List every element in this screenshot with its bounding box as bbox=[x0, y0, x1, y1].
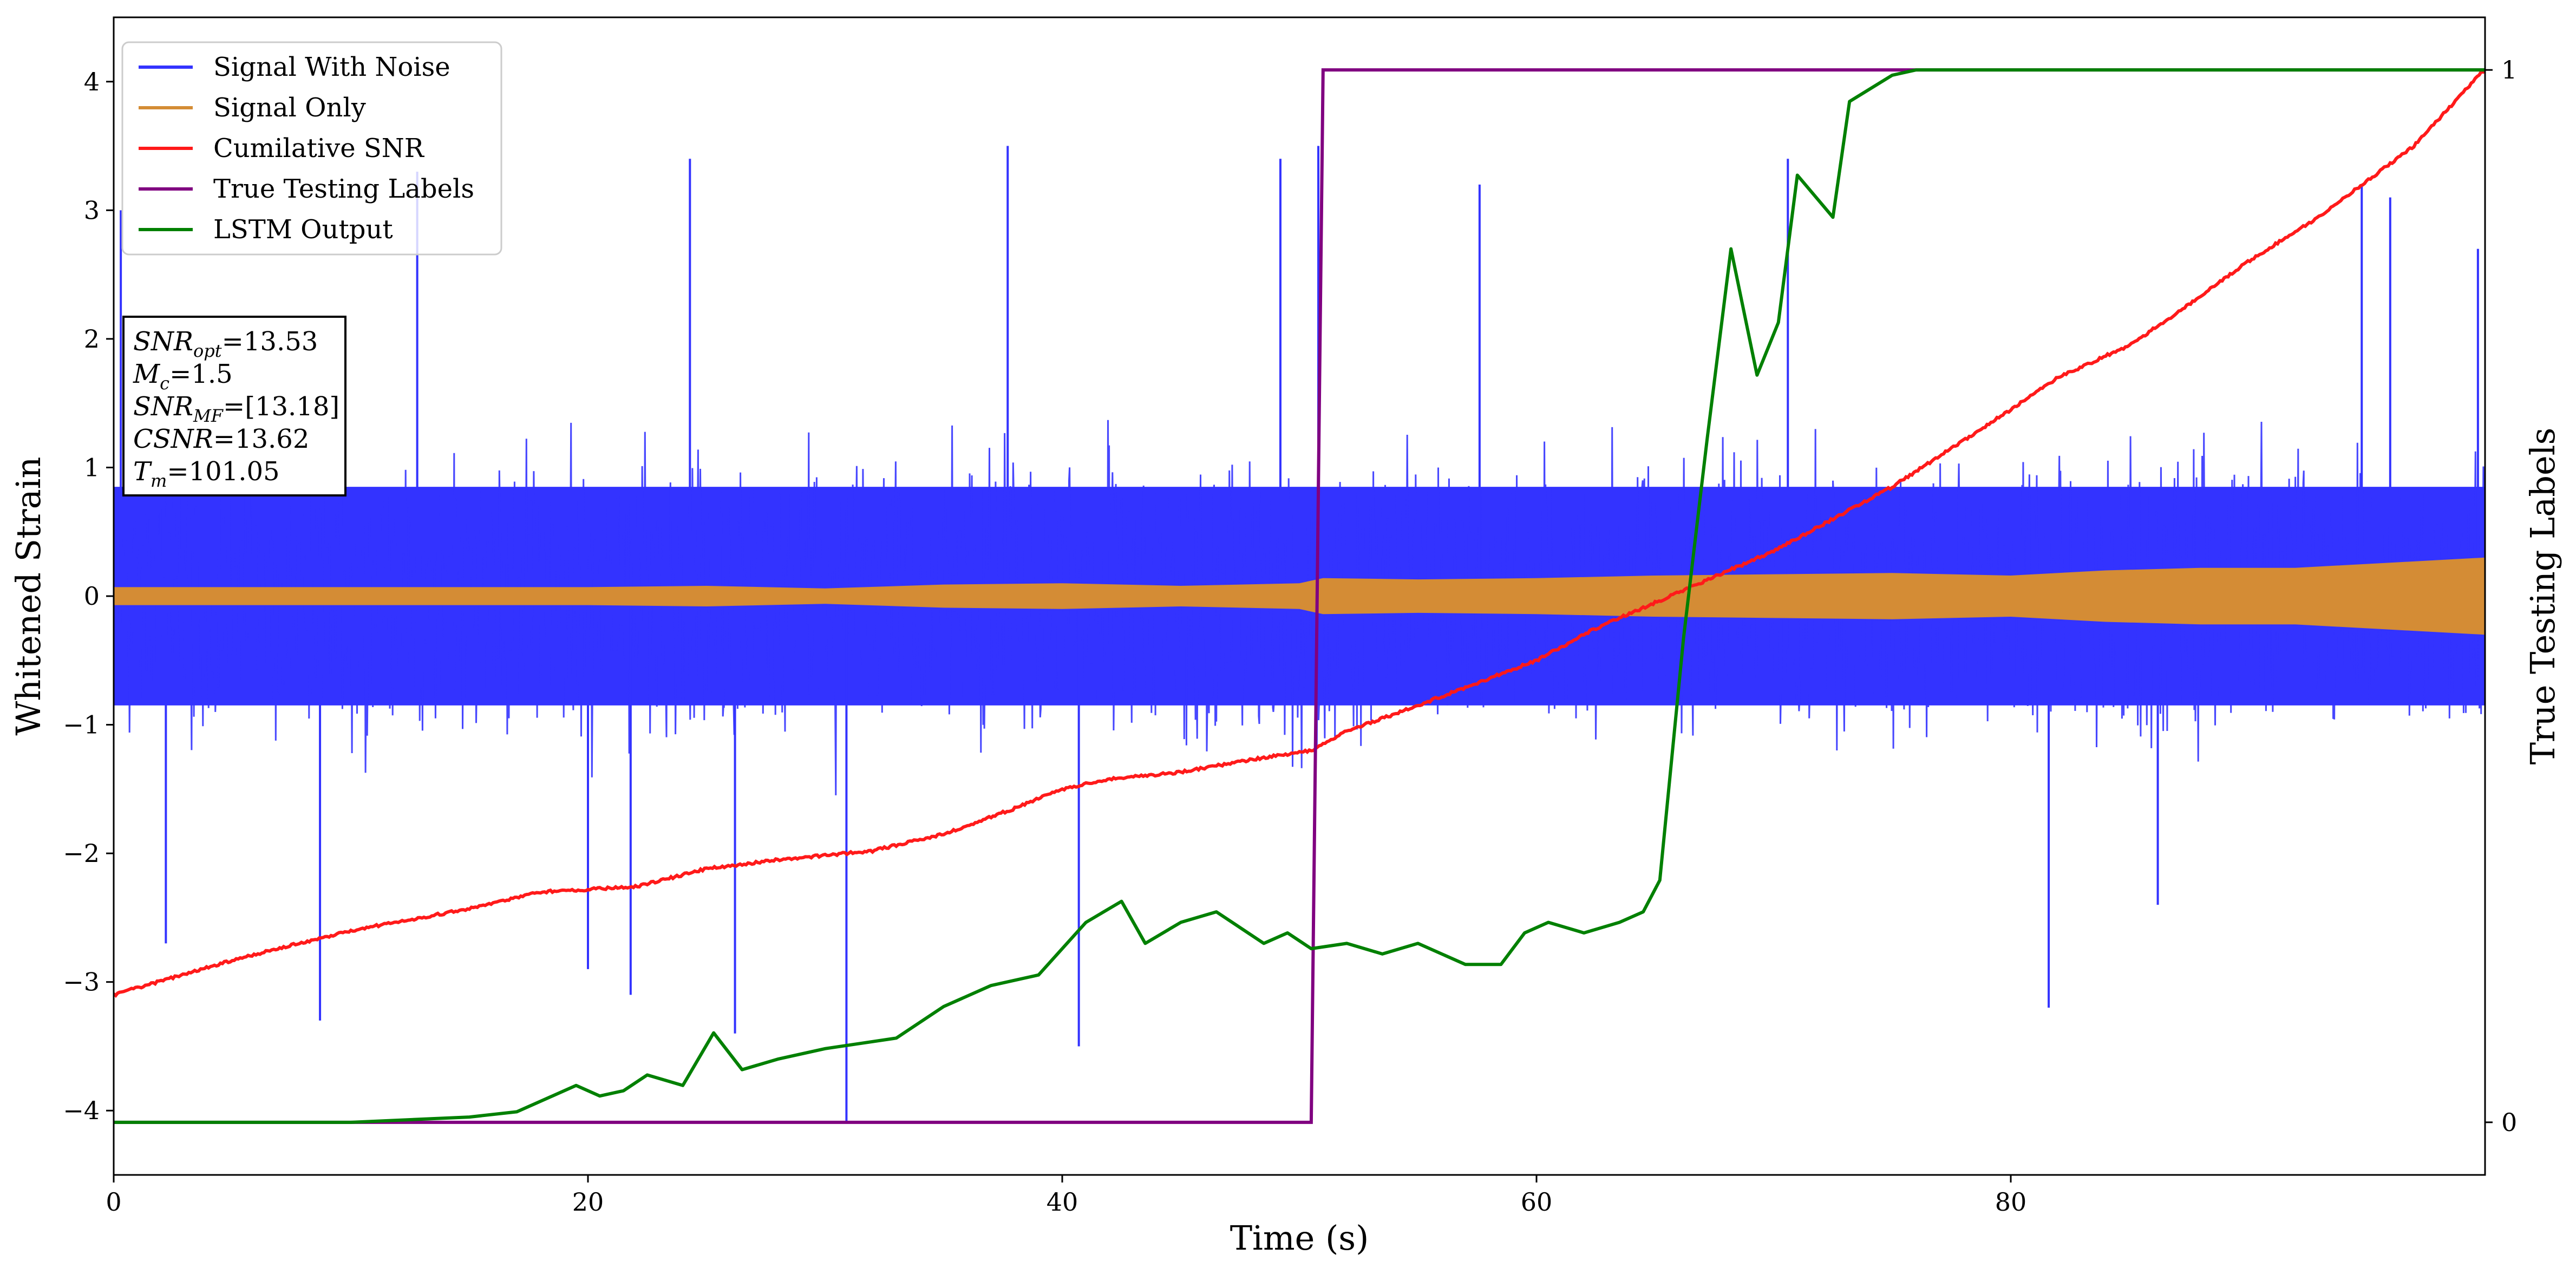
annotation-subscript: MF bbox=[193, 406, 224, 426]
y-tick-label: 3 bbox=[84, 195, 100, 225]
signal-only-series bbox=[114, 557, 2485, 635]
annotation-frame bbox=[122, 316, 346, 496]
y-tick-label: 2 bbox=[84, 324, 100, 354]
annotation-symbol: CSNR bbox=[133, 424, 213, 454]
x-tick-label: 60 bbox=[1521, 1187, 1553, 1217]
cumulative-snr-line bbox=[114, 68, 2485, 998]
annotation-value: =1.5 bbox=[169, 359, 233, 389]
annotation-subscript: opt bbox=[193, 341, 222, 361]
x-tick-label: 20 bbox=[572, 1187, 604, 1217]
annotation-value: =13.53 bbox=[222, 326, 318, 357]
signal-with-noise-series bbox=[114, 146, 2485, 1123]
y2-tick-label: 1 bbox=[2501, 55, 2517, 84]
lstm-output-line bbox=[114, 68, 2485, 1124]
annotation-symbol: M bbox=[133, 359, 161, 389]
y2-axis-label: True Testing Labels bbox=[2523, 428, 2562, 765]
x-tick-label: 80 bbox=[1995, 1187, 2027, 1217]
annotation-symbol: SNR bbox=[133, 391, 193, 422]
legend-label: Cumilative SNR bbox=[213, 133, 425, 164]
annotation-box: SNRopt=13.53Mc=1.5SNRMF=[13.18]CSNR=13.6… bbox=[122, 316, 346, 496]
x-axis-label: Time (s) bbox=[1230, 1218, 1369, 1258]
y-tick-label: 0 bbox=[84, 582, 100, 611]
annotation-line: Mc=1.5 bbox=[133, 359, 233, 394]
y-tick-label: −1 bbox=[63, 710, 100, 740]
y-tick-label: −3 bbox=[63, 968, 100, 997]
legend-label: LSTM Output bbox=[213, 214, 393, 245]
annotation-line: CSNR=13.62 bbox=[133, 424, 309, 454]
y-tick-label: 4 bbox=[84, 67, 100, 96]
x-tick-label: 40 bbox=[1047, 1187, 1078, 1217]
legend-label: Signal With Noise bbox=[213, 52, 450, 82]
legend: Signal With Noise Signal Only Cumilative S… bbox=[121, 41, 502, 256]
annotation-line: Tm=101.05 bbox=[133, 456, 280, 491]
y2-tick-label: 0 bbox=[2501, 1108, 2517, 1137]
legend-label: True Testing Labels bbox=[213, 174, 474, 204]
signal-only-envelope bbox=[114, 557, 2485, 635]
plot-area bbox=[114, 68, 2485, 1124]
annotation-subscript: c bbox=[160, 373, 169, 394]
y-tick-label: 1 bbox=[84, 453, 100, 482]
y-axis-label: Whitened Strain bbox=[9, 457, 48, 736]
legend-box bbox=[121, 41, 502, 256]
annotation-line: SNRopt=13.53 bbox=[133, 326, 318, 361]
legend-label: Signal Only bbox=[213, 93, 366, 123]
x-tick-label: 0 bbox=[106, 1187, 121, 1217]
annotation-line: SNRMF=[13.18] bbox=[133, 391, 339, 426]
annotation-value: =13.62 bbox=[213, 424, 310, 454]
annotation-symbol: T bbox=[133, 456, 152, 487]
y-tick-label: −4 bbox=[63, 1096, 100, 1125]
annotation-value: =101.05 bbox=[167, 456, 279, 487]
annotation-value: =[13.18] bbox=[223, 391, 339, 422]
annotation-subscript: m bbox=[151, 471, 167, 491]
true-testing-labels-line bbox=[114, 68, 2485, 1124]
annotation-symbol: SNR bbox=[133, 326, 193, 357]
y-tick-label: −2 bbox=[63, 839, 100, 868]
